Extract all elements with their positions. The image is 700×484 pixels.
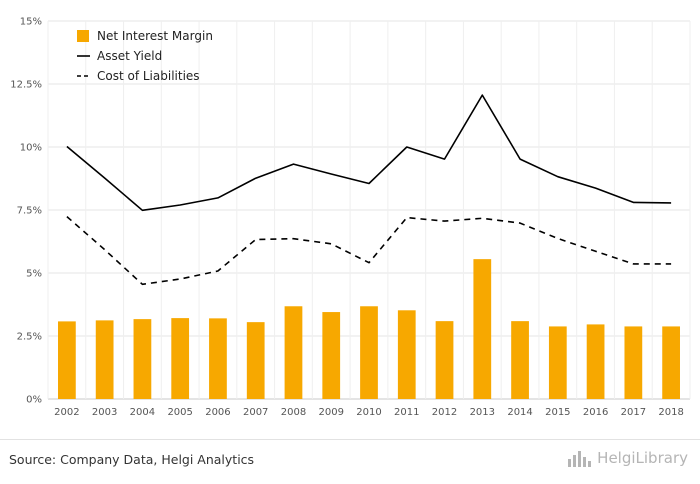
bar-net-interest-margin[interactable] [511, 321, 529, 399]
legend-swatch-bar [77, 30, 89, 42]
helgi-bars-icon [568, 451, 592, 467]
bar-net-interest-margin[interactable] [246, 322, 265, 399]
x-tick-label: 2006 [205, 407, 230, 418]
grid-lines [47, 20, 691, 400]
y-tick-label: 15% [20, 17, 42, 28]
bar-net-interest-margin[interactable] [397, 310, 416, 399]
source-text: Source: Company Data, Helgi Analytics [9, 452, 255, 467]
brand-name: HelgiLibrary [597, 449, 688, 467]
x-tick-label: 2018 [658, 407, 683, 418]
x-tick-label: 2002 [54, 407, 79, 418]
bar-net-interest-margin[interactable] [322, 312, 341, 399]
x-tick-label: 2015 [545, 407, 570, 418]
bar-net-interest-margin[interactable] [133, 319, 152, 399]
line-cost-of-liabilities[interactable] [66, 215, 672, 286]
y-tick-label: 5% [26, 269, 42, 280]
bar-net-interest-margin[interactable] [548, 326, 567, 399]
x-tick-label: 2007 [243, 407, 268, 418]
legend: Net Interest Margin Asset Yield Cost of Li… [77, 29, 213, 83]
bar-net-interest-margin[interactable] [586, 324, 605, 399]
x-tick-label: 2008 [281, 407, 306, 418]
x-tick-label: 2009 [319, 407, 344, 418]
brand-logo[interactable]: HelgiLibrary [567, 449, 688, 467]
x-tick-label: 2013 [470, 407, 495, 418]
x-tick-label: 2016 [583, 407, 608, 418]
x-tick-label: 2014 [507, 407, 532, 418]
bar-net-interest-margin[interactable] [95, 320, 114, 399]
x-tick-label: 2012 [432, 407, 457, 418]
bar-net-interest-margin[interactable] [624, 326, 643, 399]
legend-label: Cost of Liabilities [97, 69, 200, 83]
y-axis: 0% 2.5% 5% 7.5% 10% 12.5% 15% [10, 17, 42, 406]
y-tick-label: 2.5% [17, 332, 42, 343]
bars-series [58, 259, 680, 399]
legend-label: Asset Yield [97, 49, 162, 63]
legend-label: Net Interest Margin [97, 29, 213, 43]
line-asset-yield[interactable] [66, 94, 672, 212]
bar-net-interest-margin[interactable] [58, 321, 76, 399]
footer: Source: Company Data, Helgi Analytics He… [0, 439, 700, 484]
x-tick-label: 2003 [92, 407, 117, 418]
chart: 0% 2.5% 5% 7.5% 10% 12.5% 15% 2002 2003 2004 2005… [10, 17, 691, 418]
bar-net-interest-margin[interactable] [473, 259, 492, 399]
x-axis: 2002 2003 2004 2005 2006 2007 2008 2009 2010 2011… [54, 407, 684, 418]
x-tick-label: 2005 [167, 407, 192, 418]
bar-net-interest-margin[interactable] [284, 306, 303, 399]
bar-net-interest-margin[interactable] [209, 318, 227, 399]
y-tick-label: 12.5% [10, 80, 42, 91]
x-tick-label: 2004 [130, 407, 155, 418]
y-tick-label: 10% [20, 143, 42, 154]
y-tick-label: 0% [26, 395, 42, 406]
lines-series [66, 94, 672, 286]
bar-net-interest-margin[interactable] [171, 318, 190, 399]
x-tick-label: 2011 [394, 407, 419, 418]
x-tick-label: 2017 [621, 407, 646, 418]
bar-net-interest-margin[interactable] [435, 321, 454, 399]
bar-net-interest-margin[interactable] [360, 306, 378, 399]
bar-net-interest-margin[interactable] [662, 326, 680, 399]
x-tick-label: 2010 [356, 407, 381, 418]
y-tick-label: 7.5% [17, 206, 42, 217]
